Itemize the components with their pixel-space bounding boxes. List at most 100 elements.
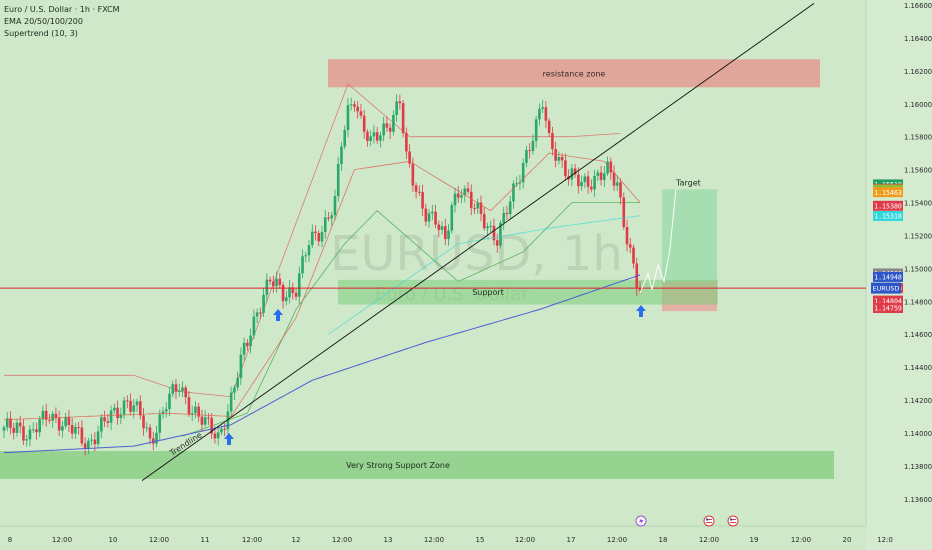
candle-body (48, 419, 51, 421)
candle-body (138, 401, 142, 416)
candle-body (320, 232, 324, 242)
candle-body (603, 173, 606, 180)
x-tick-label: 19 (750, 536, 759, 544)
candle-body (242, 342, 246, 355)
candle-body (456, 193, 460, 198)
resistance-zone[interactable] (328, 59, 820, 88)
y-tick-label: 1.16400 (904, 35, 932, 43)
candle-body (596, 172, 600, 176)
x-tick-label: 12:00 (424, 536, 444, 544)
candle-body (638, 288, 642, 291)
target-box[interactable] (662, 189, 717, 282)
very-strong-support-zone[interactable] (0, 451, 834, 480)
x-tick-label: 12:00 (607, 536, 627, 544)
candle-body (41, 410, 45, 420)
candle-body (372, 132, 376, 137)
ema-200-line (3, 274, 641, 454)
y-tick-label: 1.13600 (904, 496, 932, 504)
support-zone[interactable] (338, 279, 718, 305)
candle-body (385, 123, 389, 128)
candle-body (2, 427, 6, 431)
candle-body (593, 175, 596, 190)
us-flag-event-icon[interactable] (703, 515, 715, 527)
candle-body (129, 400, 132, 412)
candle-body (142, 415, 145, 429)
price-chip (873, 303, 903, 314)
candle-body (106, 421, 110, 423)
symbol-title[interactable]: Euro / U.S. Dollar · 1h · FXCM (4, 5, 120, 14)
candle-body (434, 211, 437, 225)
candle-body (346, 105, 350, 130)
candle-body (612, 172, 616, 186)
candle-body (398, 101, 402, 104)
candle-body (515, 183, 518, 185)
y-tick-label: 1.14400 (904, 364, 932, 372)
candle-body (291, 287, 295, 293)
trendline[interactable] (141, 2, 815, 482)
candle-body (628, 244, 632, 248)
candle-body (236, 378, 239, 388)
watermark-symbol: EURUSD, 1h (330, 226, 623, 282)
candle-body (246, 342, 249, 347)
candle-body (359, 111, 363, 116)
y-tick-label: 1.16000 (904, 101, 932, 109)
candle-body (625, 227, 629, 245)
candle-body (83, 443, 87, 449)
x-tick-label: 15 (476, 536, 485, 544)
candle-body (28, 429, 32, 440)
y-tick-label: 1.14600 (904, 331, 932, 339)
candle-body (580, 181, 583, 187)
supertrend-indicator-label[interactable]: Supertrend (10, 3) (4, 29, 78, 38)
candle-body (259, 312, 262, 314)
candle-body (268, 279, 272, 282)
candle-body (126, 400, 129, 402)
candle-body (116, 407, 119, 419)
candle-body (619, 182, 622, 198)
x-tick-label: 12:00 (332, 536, 352, 544)
price-chip-label: 1.14948 (874, 274, 902, 282)
candle-body (132, 405, 136, 412)
candle-body (369, 136, 372, 141)
candle-body (294, 292, 298, 297)
flag-stripe (730, 522, 736, 523)
candle-body (466, 188, 470, 192)
candle-body (411, 163, 415, 186)
candle-body (437, 224, 441, 230)
candle-body (453, 193, 457, 206)
candle-body (184, 387, 188, 398)
current-symbol-chip (871, 282, 901, 294)
x-tick-label: 18 (659, 536, 668, 544)
candle-body (414, 185, 418, 192)
y-tick-label: 1.15600 (904, 167, 932, 175)
candle-body (255, 312, 259, 317)
flag-canton (730, 518, 733, 521)
candle-body (557, 156, 561, 161)
target-label: Target (675, 178, 701, 187)
candle-body (51, 413, 54, 421)
supertrend-upper-line (4, 83, 621, 398)
ema-indicator-label[interactable]: EMA 20/50/100/200 (4, 17, 83, 26)
candle-body (281, 284, 285, 302)
candle-body (275, 278, 278, 287)
x-tick-label: 12:0 (877, 536, 893, 544)
candle-body (353, 104, 356, 107)
candle-body (521, 162, 525, 183)
candle-body (151, 438, 155, 444)
candle-body (77, 426, 80, 428)
y-tick-label: 1.15200 (904, 232, 932, 240)
candle-body (473, 207, 476, 209)
candle-body (447, 230, 450, 239)
y-tick-label: 1.14200 (904, 397, 932, 405)
candle-body (100, 417, 103, 432)
us-flag-event-icon[interactable] (727, 515, 739, 527)
candle-body (135, 401, 139, 406)
candle-body (408, 151, 411, 164)
ema-20-line (3, 152, 641, 421)
candle-body (119, 414, 123, 419)
candle-body (239, 354, 243, 379)
candle-body (392, 114, 395, 132)
y-tick-label: 1.15000 (904, 265, 932, 273)
candle-body (632, 247, 635, 264)
